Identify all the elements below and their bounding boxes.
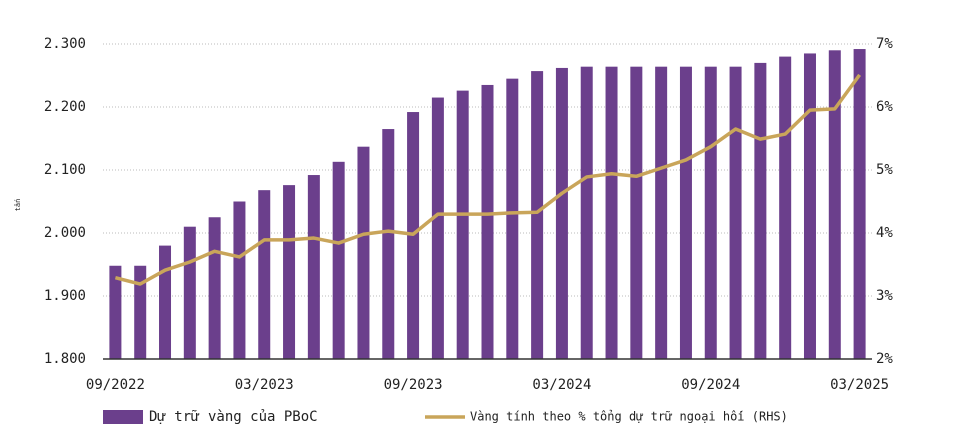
bar — [159, 245, 172, 359]
bar — [729, 66, 742, 360]
bar — [803, 53, 816, 359]
bar — [630, 66, 643, 360]
x-tick-label: 09/2023 — [384, 377, 443, 393]
y-tick-label: 2.000 — [44, 225, 86, 241]
bar — [431, 97, 444, 360]
bar — [580, 66, 593, 360]
y2-tick-label: 7% — [876, 36, 893, 52]
bar — [754, 62, 767, 360]
x-tick-label: 03/2024 — [532, 377, 591, 393]
bar — [307, 175, 320, 359]
bar — [679, 66, 692, 360]
y-tick-label: 1.800 — [44, 351, 86, 367]
bar — [208, 217, 221, 359]
legend-swatch — [103, 410, 143, 424]
y-tick-label: 2.300 — [44, 36, 86, 52]
bar — [283, 185, 296, 359]
x-tick-label: 03/2023 — [235, 377, 294, 393]
bar — [233, 201, 246, 359]
bar — [853, 49, 866, 359]
x-tick-label: 09/2024 — [681, 377, 740, 393]
bar — [357, 146, 370, 359]
bar — [382, 129, 395, 359]
bar — [704, 66, 717, 360]
y2-tick-label: 4% — [876, 225, 893, 241]
bar — [134, 265, 147, 359]
y-tick-label: 2.200 — [44, 99, 86, 115]
y-tick-label: 2.100 — [44, 162, 86, 178]
line — [114, 73, 862, 286]
bar — [506, 78, 519, 360]
legend-label: Vàng tính theo % tổng dự trữ ngoại hối (… — [470, 410, 788, 424]
bar — [555, 67, 568, 359]
y-axis-label: tấn — [14, 199, 22, 212]
bar — [531, 71, 544, 359]
bar — [481, 84, 494, 359]
y2-tick-label: 3% — [876, 288, 893, 304]
bar — [779, 56, 792, 359]
legend-label: Dự trữ vàng của PBoC — [149, 409, 318, 425]
bar — [183, 226, 196, 359]
bar — [605, 66, 618, 360]
bar — [456, 90, 469, 360]
bar — [109, 265, 122, 359]
y2-tick-label: 2% — [876, 351, 893, 367]
x-tick-label: 03/2025 — [830, 377, 889, 393]
y2-tick-label: 6% — [876, 99, 893, 115]
bar — [332, 161, 345, 359]
bar — [655, 66, 668, 360]
y2-tick-label: 5% — [876, 162, 893, 178]
bar — [258, 190, 271, 359]
bar — [828, 50, 841, 360]
x-tick-label: 09/2022 — [86, 377, 145, 393]
y-tick-label: 1.900 — [44, 288, 86, 304]
